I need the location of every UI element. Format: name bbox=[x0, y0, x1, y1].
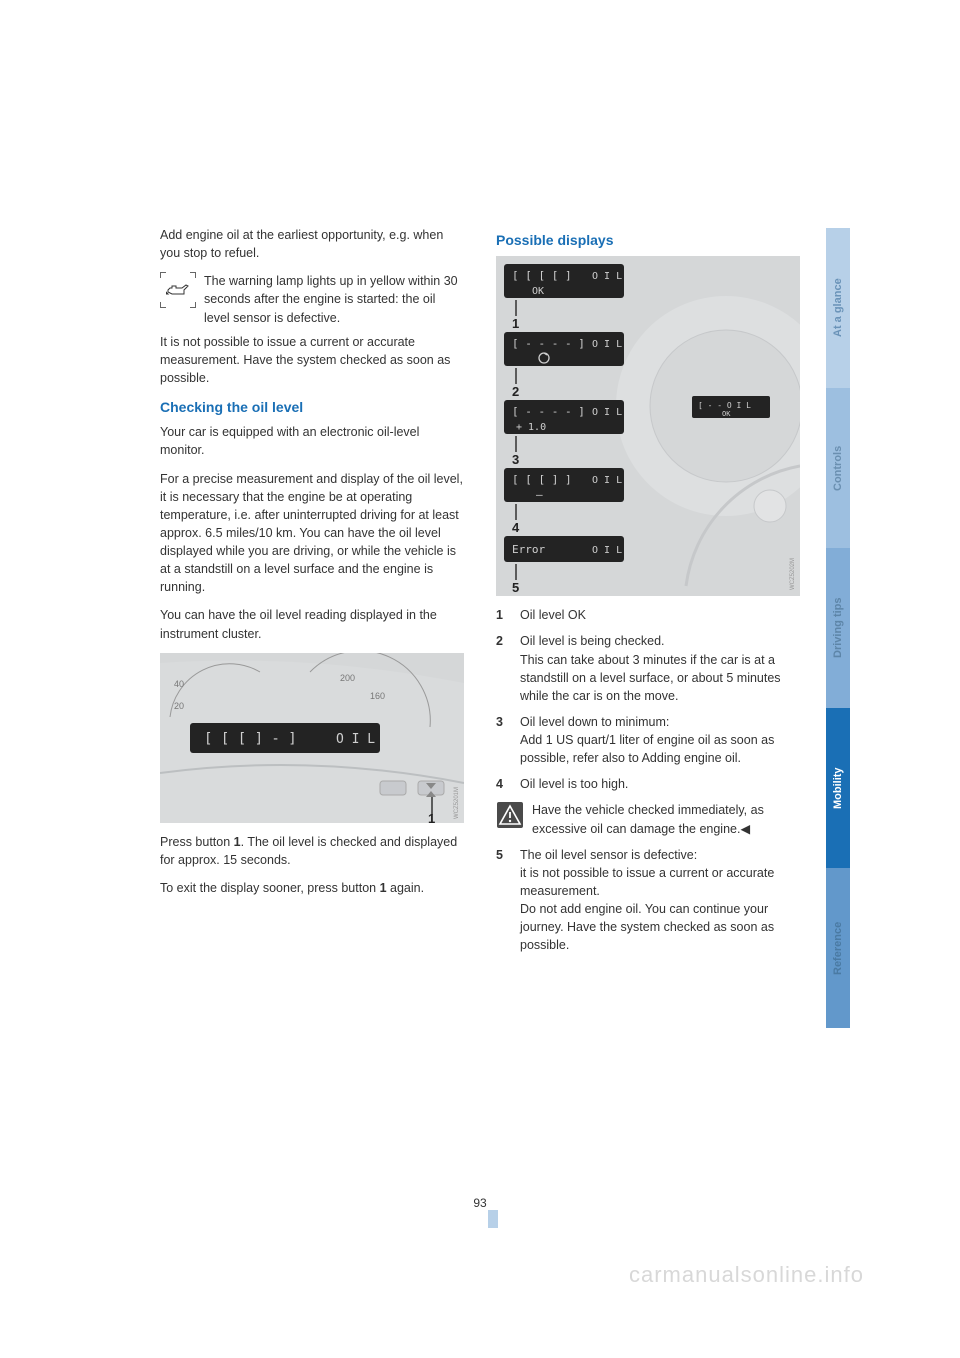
watermark: carmanualsonline.info bbox=[629, 1262, 864, 1288]
list-item: 3 Oil level down to minimum: Add 1 US qu… bbox=[496, 713, 800, 767]
figure-possible-displays: [ - - O I L OK [ [ [ [ ] O I L OK 1 [ - … bbox=[496, 256, 800, 596]
heading-checking-oil: Checking the oil level bbox=[160, 397, 464, 417]
svg-text:O I L: O I L bbox=[592, 271, 622, 282]
svg-text:[ - - - - ]: [ - - - - ] bbox=[512, 405, 585, 418]
svg-text:[ - - O I L: [ - - O I L bbox=[698, 401, 751, 410]
content-columns: Add engine oil at the earliest opportuni… bbox=[160, 226, 800, 962]
side-tab[interactable]: Reference bbox=[826, 868, 850, 1028]
list-item: 2 Oil level is being checked. This can t… bbox=[496, 632, 800, 705]
svg-text:[ - - - - ]: [ - - - - ] bbox=[512, 337, 585, 350]
svg-text:5: 5 bbox=[512, 580, 519, 595]
svg-text:O I L: O I L bbox=[592, 545, 622, 556]
svg-text:40: 40 bbox=[174, 679, 184, 689]
svg-text:3: 3 bbox=[512, 452, 519, 467]
callout-1: 1 bbox=[428, 811, 435, 823]
svg-text:4: 4 bbox=[512, 520, 520, 535]
svg-text:1: 1 bbox=[512, 316, 519, 331]
svg-text:2: 2 bbox=[512, 384, 519, 399]
warning-block: Have the vehicle checked immediately, as… bbox=[496, 801, 800, 837]
svg-text:160: 160 bbox=[370, 691, 385, 701]
svg-text:OK: OK bbox=[532, 286, 544, 297]
svg-text:+ 1.0: + 1.0 bbox=[516, 422, 546, 433]
list-item: 4 Oil level is too high. bbox=[496, 775, 800, 793]
svg-text:WCZ5202M: WCZ5202M bbox=[790, 558, 796, 590]
side-tabs: At a glanceControlsDriving tipsMobilityR… bbox=[826, 228, 850, 1028]
warning-text: Have the vehicle checked immediately, as… bbox=[532, 801, 800, 837]
page: Add engine oil at the earliest opportuni… bbox=[0, 0, 960, 1358]
svg-text:[ [ [ [ ]: [ [ [ [ ] bbox=[512, 269, 572, 282]
svg-text:O I L: O I L bbox=[592, 475, 622, 486]
svg-text:—: — bbox=[536, 488, 543, 501]
warning-text: The warning lamp lights up in yellow wit… bbox=[204, 272, 464, 326]
warning-triangle-icon bbox=[496, 801, 524, 829]
right-column: Possible displays [ - - O I L OK bbox=[496, 226, 800, 962]
page-number: 93 bbox=[473, 1196, 486, 1210]
display-list-cont: 5 The oil level sensor is defective: it … bbox=[496, 846, 800, 955]
lcd-right: O I L bbox=[336, 732, 375, 747]
body-text: To exit the display sooner, press button… bbox=[160, 879, 464, 897]
svg-text:O I L: O I L bbox=[592, 407, 622, 418]
svg-text:Error: Error bbox=[512, 543, 545, 556]
svg-text:200: 200 bbox=[340, 673, 355, 683]
svg-text:20: 20 bbox=[174, 701, 184, 711]
body-text: Press button 1. The oil level is checked… bbox=[160, 833, 464, 869]
svg-text:[ [ [ ] ]: [ [ [ ] ] bbox=[512, 473, 572, 486]
body-text: For a precise measurement and display of… bbox=[160, 470, 464, 597]
svg-text:O I L: O I L bbox=[592, 339, 622, 350]
side-tab[interactable]: Driving tips bbox=[826, 548, 850, 708]
side-tab[interactable]: Mobility bbox=[826, 708, 850, 868]
page-number-bar bbox=[488, 1210, 498, 1228]
oil-lamp-icon bbox=[160, 272, 196, 308]
warning-block: The warning lamp lights up in yellow wit… bbox=[160, 272, 464, 326]
heading-possible-displays: Possible displays bbox=[496, 230, 800, 250]
figure-instrument-cluster: 40 20 200 160 [ [ [ ] - ] O I L bbox=[160, 653, 464, 823]
body-text: Add engine oil at the earliest opportuni… bbox=[160, 226, 464, 262]
body-text: It is not possible to issue a current or… bbox=[160, 333, 464, 387]
body-text: Your car is equipped with an electronic … bbox=[160, 423, 464, 459]
side-tab[interactable]: At a glance bbox=[826, 228, 850, 388]
side-tab[interactable]: Controls bbox=[826, 388, 850, 548]
list-item: 1 Oil level OK bbox=[496, 606, 800, 624]
list-item: 5 The oil level sensor is defective: it … bbox=[496, 846, 800, 955]
svg-text:OK: OK bbox=[722, 410, 731, 418]
display-list: 1 Oil level OK 2 Oil level is being chec… bbox=[496, 606, 800, 793]
body-text: You can have the oil level reading displ… bbox=[160, 606, 464, 642]
left-column: Add engine oil at the earliest opportuni… bbox=[160, 226, 464, 962]
lcd-left: [ [ [ ] - ] bbox=[204, 731, 297, 747]
svg-text:WCZ5201M: WCZ5201M bbox=[454, 787, 460, 819]
